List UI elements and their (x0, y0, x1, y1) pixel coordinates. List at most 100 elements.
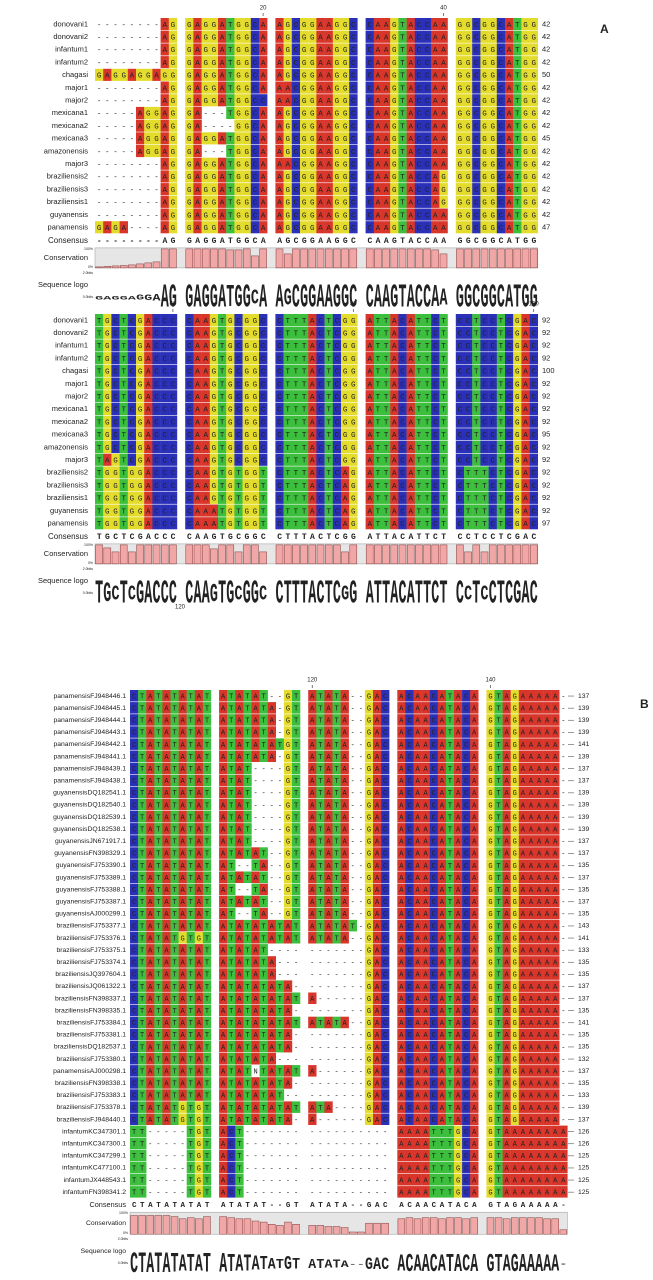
conservation-bar (227, 1217, 235, 1235)
residue-cell (413, 1149, 422, 1162)
residue-cell (178, 883, 187, 896)
residue-cell (472, 441, 481, 454)
residue-cell (316, 811, 325, 823)
residue-cell (332, 94, 342, 107)
residue-cell (470, 871, 479, 883)
residue-cell (324, 859, 333, 871)
residue-cell (324, 871, 333, 883)
residue-cell (283, 714, 293, 726)
residue-cell (529, 145, 538, 158)
residue-cell (209, 352, 219, 365)
residue-cell (373, 517, 383, 530)
residue-cell (300, 504, 309, 517)
residue-cell (398, 119, 407, 132)
residue-cell (136, 119, 145, 132)
residue-cell (373, 968, 382, 980)
residue-count: 92 (542, 506, 550, 515)
sequence-residues: CTATATATAT ATATATATA- -------GAC ACAACAT… (132, 1008, 566, 1016)
residue-cell (373, 847, 382, 859)
residue-cell (455, 221, 465, 234)
residue-cell (130, 1016, 139, 1029)
residue-cell (521, 170, 530, 183)
residue-cell (219, 883, 228, 896)
residue-count: 42 (542, 83, 550, 92)
residue-cell (251, 871, 260, 883)
residue-cell (413, 1161, 422, 1174)
residue-cell (226, 157, 235, 170)
conservation-bar (486, 1217, 495, 1235)
residue-cell (445, 738, 455, 750)
residue-cell (316, 208, 325, 221)
residue-cell (259, 106, 268, 119)
residue-cell (308, 798, 317, 811)
residue-cell (324, 453, 333, 466)
residue-cell (332, 919, 341, 932)
residue-cell (218, 352, 227, 365)
residue-cell (324, 811, 333, 823)
residue-cell (455, 453, 465, 466)
logo-letter: T (95, 575, 103, 613)
residue-cell (218, 132, 227, 145)
residue-cell (251, 992, 260, 1004)
residue-cell (259, 992, 268, 1004)
residue-cell (414, 402, 424, 415)
residue-cell (130, 932, 139, 944)
logo-letter: A (551, 1251, 559, 1278)
residue-cell (502, 726, 511, 738)
residue-cell (202, 1065, 212, 1077)
sequence-name: guyanensisFJ753389.1 (56, 874, 127, 881)
residue-cell (429, 1161, 438, 1174)
residue-cell (505, 504, 514, 517)
residue-cell (162, 750, 171, 762)
residue-cell (529, 132, 538, 145)
residue-cell (510, 1089, 519, 1101)
residue-cell (185, 157, 194, 170)
residue-cell (226, 145, 235, 158)
residue-cell (521, 94, 530, 107)
residue-cell (308, 774, 317, 787)
residue-cell (445, 811, 455, 823)
residue-cell (144, 453, 153, 466)
residue-cell (235, 992, 244, 1004)
residue-cell (373, 43, 383, 56)
residue-cell (390, 56, 399, 69)
residue-cell (178, 980, 187, 992)
residue-cell (234, 81, 243, 94)
logo-max: 2.0bits (83, 567, 94, 571)
residue-cell (405, 847, 414, 859)
conservation-min: 0% (88, 265, 93, 269)
residue-cell (543, 702, 552, 714)
residue-cell (202, 1101, 212, 1113)
residue-cell (496, 208, 506, 221)
residue-cell (455, 132, 465, 145)
residue-cell (341, 30, 350, 43)
residue-cell (405, 968, 414, 980)
residue-cell (390, 339, 399, 352)
residue-cell (502, 714, 511, 726)
residue-cell (431, 517, 440, 530)
residue-cell (259, 132, 268, 145)
conservation-bar (324, 248, 333, 269)
residue-cell (421, 980, 430, 992)
residue-cell (505, 415, 514, 428)
residue-cell (226, 517, 235, 530)
residue-cell (136, 491, 145, 504)
residue-cell (136, 352, 145, 365)
residue-cell (535, 1113, 544, 1125)
residue-cell (185, 377, 194, 390)
residue-cell (373, 895, 382, 908)
residue-cell (429, 919, 438, 932)
residue-cell (186, 1053, 195, 1065)
residue-cell (472, 364, 481, 377)
residue-cell (194, 1113, 204, 1125)
residue-cell (480, 428, 489, 441)
residue-cell (462, 980, 471, 992)
residue-cell (226, 377, 235, 390)
residue-cell (202, 1040, 212, 1053)
residue-cell (283, 466, 292, 479)
conservation-bar (111, 265, 120, 269)
residue-cell (130, 1113, 139, 1125)
residue-cell (464, 466, 473, 479)
conservation-bar (454, 1217, 462, 1235)
residue-count: 42 (542, 96, 550, 105)
